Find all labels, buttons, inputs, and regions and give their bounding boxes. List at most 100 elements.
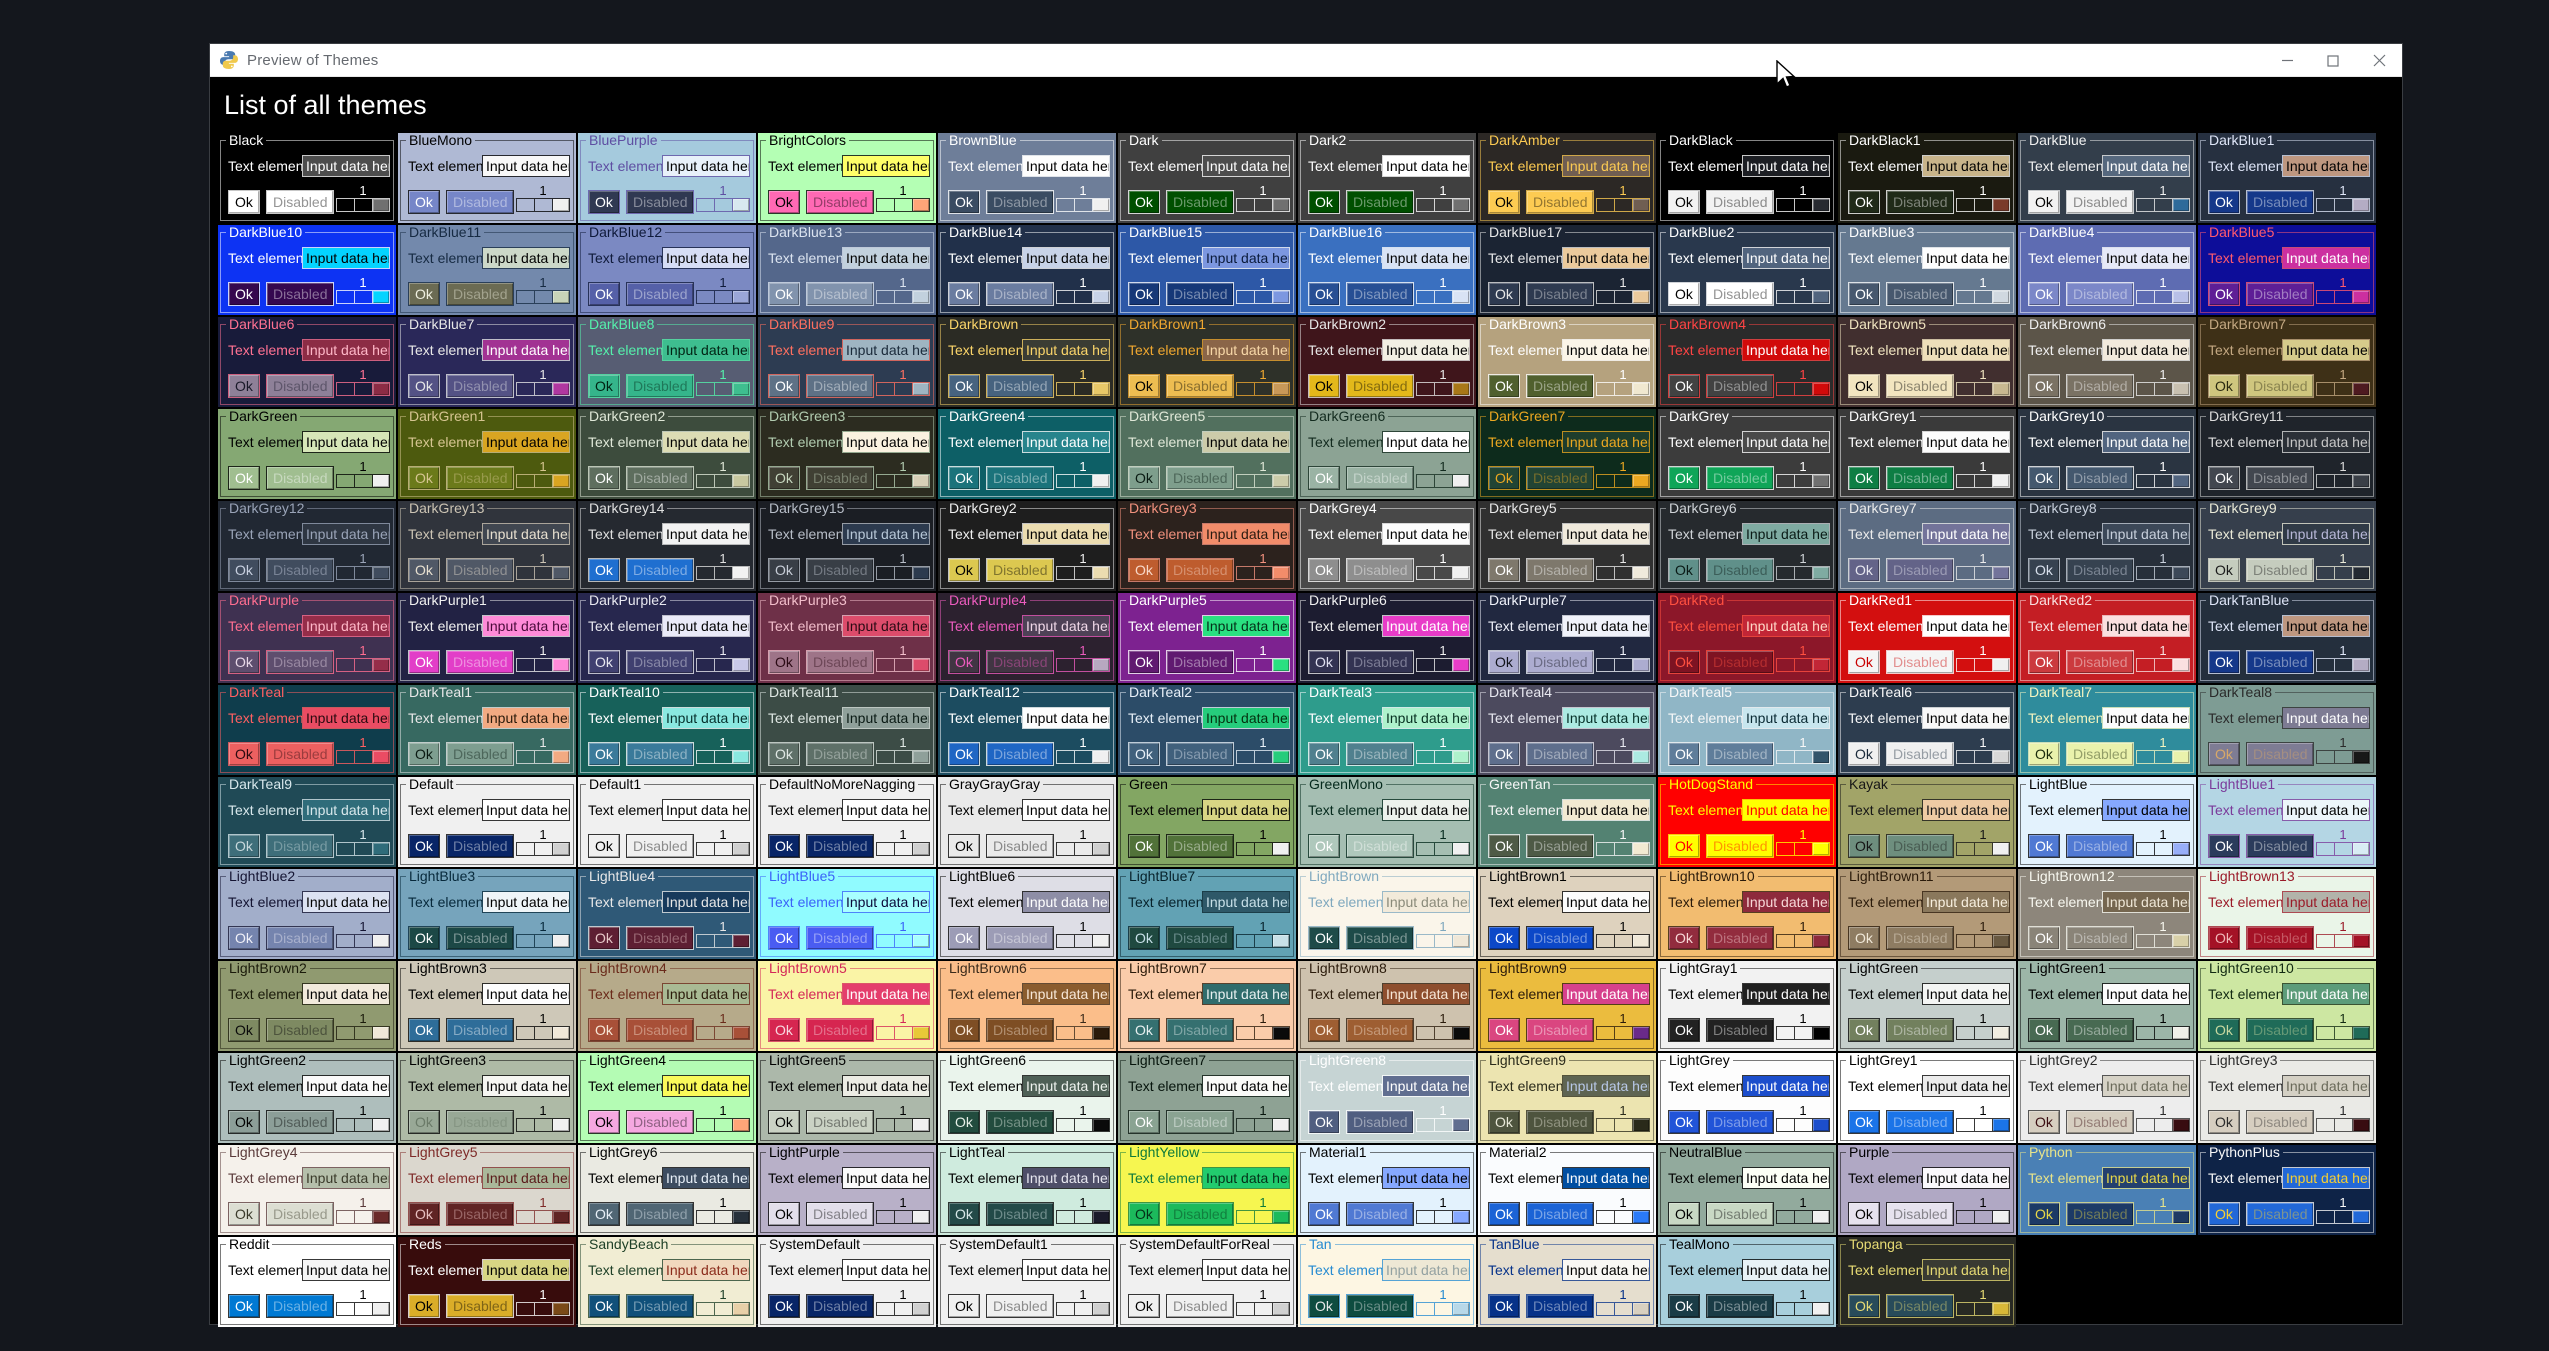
slider[interactable]: 1 xyxy=(1776,552,1830,584)
disabled-button[interactable]: Disabled xyxy=(1706,742,1775,766)
slider-track[interactable] xyxy=(336,566,390,580)
disabled-button[interactable]: Disabled xyxy=(446,374,515,398)
slider[interactable]: 1 xyxy=(696,644,750,676)
ok-button[interactable]: Ok xyxy=(768,1294,800,1318)
disabled-button[interactable]: Disabled xyxy=(986,558,1055,582)
slider-track[interactable] xyxy=(1236,1302,1290,1316)
disabled-button[interactable]: Disabled xyxy=(806,742,875,766)
ok-button[interactable]: Ok xyxy=(1488,1294,1520,1318)
disabled-button[interactable]: Disabled xyxy=(1706,466,1775,490)
disabled-button[interactable]: Disabled xyxy=(806,466,875,490)
disabled-button[interactable]: Disabled xyxy=(626,1294,695,1318)
disabled-button[interactable]: Disabled xyxy=(1706,282,1775,306)
slider-track[interactable] xyxy=(2316,474,2370,488)
slider-handle[interactable] xyxy=(1813,751,1829,763)
slider-handle[interactable] xyxy=(1633,751,1649,763)
slider-track[interactable] xyxy=(696,566,750,580)
slider-track[interactable] xyxy=(696,750,750,764)
ok-button[interactable]: Ok xyxy=(2028,742,2060,766)
input-field[interactable]: Input data here xyxy=(1022,523,1110,545)
slider[interactable]: 1 xyxy=(696,460,750,492)
slider-track[interactable] xyxy=(336,382,390,396)
input-field[interactable]: Input data here xyxy=(662,799,750,821)
disabled-button[interactable]: Disabled xyxy=(806,1294,875,1318)
slider-track[interactable] xyxy=(1236,198,1290,212)
ok-button[interactable]: Ok xyxy=(408,1294,440,1318)
ok-button[interactable]: Ok xyxy=(1848,1294,1880,1318)
input-field[interactable]: Input data here xyxy=(1922,155,2010,177)
slider[interactable]: 1 xyxy=(1236,920,1290,952)
ok-button[interactable]: Ok xyxy=(588,374,620,398)
slider[interactable]: 1 xyxy=(1056,1196,1110,1228)
disabled-button[interactable]: Disabled xyxy=(1166,1202,1235,1226)
input-field[interactable]: Input data here xyxy=(662,431,750,453)
ok-button[interactable]: Ok xyxy=(2028,1018,2060,1042)
slider[interactable]: 1 xyxy=(2316,644,2370,676)
input-field[interactable]: Input data here xyxy=(1922,707,2010,729)
slider-handle[interactable] xyxy=(913,291,929,303)
ok-button[interactable]: Ok xyxy=(408,1202,440,1226)
slider[interactable]: 1 xyxy=(696,552,750,584)
disabled-button[interactable]: Disabled xyxy=(806,1110,875,1134)
ok-button[interactable]: Ok xyxy=(1488,558,1520,582)
slider-track[interactable] xyxy=(1416,934,1470,948)
disabled-button[interactable]: Disabled xyxy=(806,282,875,306)
slider-track[interactable] xyxy=(1056,198,1110,212)
disabled-button[interactable]: Disabled xyxy=(2246,282,2315,306)
input-field[interactable]: Input data here xyxy=(482,799,570,821)
disabled-button[interactable]: Disabled xyxy=(626,190,695,214)
input-field[interactable]: Input data here xyxy=(1202,615,1290,637)
input-field[interactable]: Input data here xyxy=(2102,431,2190,453)
input-field[interactable]: Input data here xyxy=(662,707,750,729)
input-field[interactable]: Input data here xyxy=(842,247,930,269)
close-button[interactable] xyxy=(2356,44,2402,77)
slider[interactable]: 1 xyxy=(876,920,930,952)
slider-track[interactable] xyxy=(516,474,570,488)
slider-track[interactable] xyxy=(1416,658,1470,672)
ok-button[interactable]: Ok xyxy=(1668,558,1700,582)
slider-handle[interactable] xyxy=(1813,1303,1829,1315)
ok-button[interactable]: Ok xyxy=(408,190,440,214)
ok-button[interactable]: Ok xyxy=(1488,466,1520,490)
slider-handle[interactable] xyxy=(2353,567,2369,579)
slider[interactable]: 1 xyxy=(1236,368,1290,400)
ok-button[interactable]: Ok xyxy=(1128,190,1160,214)
slider[interactable]: 1 xyxy=(1236,1012,1290,1044)
input-field[interactable]: Input data here xyxy=(1562,247,1650,269)
disabled-button[interactable]: Disabled xyxy=(266,374,335,398)
ok-button[interactable]: Ok xyxy=(2208,190,2240,214)
slider-handle[interactable] xyxy=(1273,383,1289,395)
maximize-button[interactable] xyxy=(2310,44,2356,77)
slider-track[interactable] xyxy=(1056,842,1110,856)
slider[interactable]: 1 xyxy=(1056,828,1110,860)
input-field[interactable]: Input data here xyxy=(842,799,930,821)
slider-track[interactable] xyxy=(1956,382,2010,396)
slider-track[interactable] xyxy=(696,658,750,672)
slider-track[interactable] xyxy=(1416,382,1470,396)
disabled-button[interactable]: Disabled xyxy=(1346,374,1415,398)
disabled-button[interactable]: Disabled xyxy=(1886,1110,1955,1134)
disabled-button[interactable]: Disabled xyxy=(1346,834,1415,858)
slider-track[interactable] xyxy=(1416,474,1470,488)
ok-button[interactable]: Ok xyxy=(408,926,440,950)
ok-button[interactable]: Ok xyxy=(768,650,800,674)
slider-handle[interactable] xyxy=(2353,291,2369,303)
ok-button[interactable]: Ok xyxy=(1308,190,1340,214)
input-field[interactable]: Input data here xyxy=(662,1259,750,1281)
ok-button[interactable]: Ok xyxy=(2028,650,2060,674)
input-field[interactable]: Input data here xyxy=(1022,155,1110,177)
titlebar[interactable]: Preview of Themes xyxy=(210,44,2402,77)
disabled-button[interactable]: Disabled xyxy=(1166,558,1235,582)
slider-track[interactable] xyxy=(2136,198,2190,212)
ok-button[interactable]: Ok xyxy=(588,1294,620,1318)
ok-button[interactable]: Ok xyxy=(1128,1294,1160,1318)
disabled-button[interactable]: Disabled xyxy=(1526,1294,1595,1318)
input-field[interactable]: Input data here xyxy=(1922,339,2010,361)
disabled-button[interactable]: Disabled xyxy=(806,374,875,398)
slider-track[interactable] xyxy=(1236,474,1290,488)
ok-button[interactable]: Ok xyxy=(1128,1018,1160,1042)
disabled-button[interactable]: Disabled xyxy=(2246,1110,2315,1134)
slider-handle[interactable] xyxy=(1813,567,1829,579)
slider-track[interactable] xyxy=(1236,1210,1290,1224)
slider[interactable]: 1 xyxy=(1776,1196,1830,1228)
